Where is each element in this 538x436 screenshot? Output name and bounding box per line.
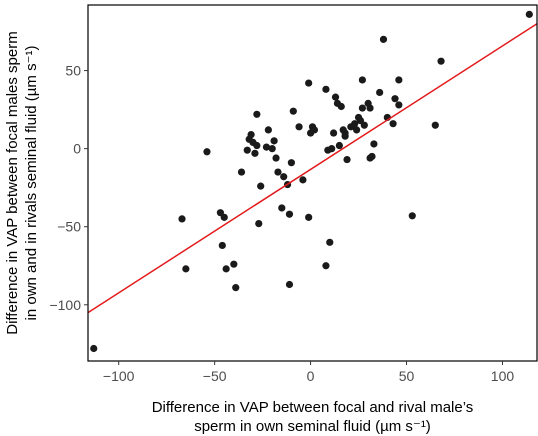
data-point <box>395 101 403 109</box>
data-point <box>262 143 271 151</box>
data-point <box>243 146 251 154</box>
y-axis-title-line-2: in own and in rivals seminal fluid (µm s… <box>23 46 40 321</box>
data-point <box>232 284 240 292</box>
data-point <box>360 121 368 129</box>
data-point <box>253 141 261 150</box>
data-point <box>330 129 338 137</box>
data-point <box>331 93 340 101</box>
data-point <box>272 154 280 162</box>
y-tick-label: 0 <box>73 141 81 157</box>
x-tick-label: 100 <box>491 368 515 384</box>
data-point <box>280 173 288 181</box>
data-point <box>408 212 416 220</box>
x-axis-ticks: −100 −50 0 50 100 <box>103 361 514 384</box>
plot-area <box>88 5 537 361</box>
x-axis-title-line-1: Difference in VAP between focal and riva… <box>152 399 474 416</box>
data-point <box>335 141 343 150</box>
data-point <box>366 104 374 112</box>
data-point <box>268 145 276 153</box>
data-point <box>278 204 286 212</box>
data-point <box>289 107 297 115</box>
data-point <box>90 344 98 353</box>
data-point <box>285 280 294 289</box>
y-axis-ticks: −100 −50 0 50 <box>49 63 88 313</box>
y-tick-label: −100 <box>49 297 81 313</box>
data-point <box>285 210 294 218</box>
data-point <box>220 213 228 221</box>
data-point <box>351 120 359 128</box>
data-point <box>270 137 278 145</box>
data-point <box>379 35 388 43</box>
data-point <box>391 95 399 103</box>
data-point <box>389 120 397 128</box>
x-tick-label: −50 <box>203 368 227 384</box>
data-point <box>368 152 376 161</box>
data-point <box>326 238 334 246</box>
data-point <box>353 126 361 134</box>
data-point <box>310 126 319 134</box>
data-point <box>337 102 345 111</box>
data-point <box>257 182 265 190</box>
data-point <box>247 130 255 139</box>
data-point <box>203 148 211 156</box>
plot-frame <box>87 4 538 362</box>
data-point <box>358 104 366 112</box>
data-point <box>525 10 533 18</box>
data-point <box>237 168 246 176</box>
data-point <box>222 265 230 273</box>
data-point <box>182 265 190 273</box>
data-point <box>431 121 439 129</box>
data-point <box>358 76 366 84</box>
y-tick-label: 50 <box>65 63 81 79</box>
data-point <box>328 145 336 153</box>
data-point <box>230 260 238 268</box>
data-point <box>251 149 259 157</box>
data-point <box>343 155 351 164</box>
y-axis-title-line-1: Difference in VAP between focal males sp… <box>4 31 21 335</box>
data-point <box>437 57 445 65</box>
data-point <box>274 168 282 176</box>
data-point <box>255 219 263 228</box>
data-point <box>305 213 313 221</box>
data-point <box>253 110 261 118</box>
x-tick-label: 0 <box>307 368 315 384</box>
y-tick-label: −50 <box>57 219 81 235</box>
data-point <box>305 79 313 87</box>
data-point <box>299 176 307 184</box>
data-point <box>376 88 384 97</box>
x-axis-title-line-2: sperm in own seminal fluid (µm s⁻¹) <box>194 418 431 435</box>
data-point <box>218 241 226 250</box>
x-tick-label: 50 <box>399 368 415 384</box>
data-point <box>370 140 378 148</box>
points-layer <box>90 10 533 353</box>
data-point <box>295 123 303 131</box>
data-point <box>178 215 186 223</box>
data-point <box>395 76 403 84</box>
data-point <box>322 262 330 270</box>
data-point <box>322 85 330 93</box>
x-tick-label: −100 <box>103 368 135 384</box>
data-point <box>341 132 349 140</box>
data-point <box>264 126 272 134</box>
regression-line <box>87 23 538 314</box>
data-point <box>287 159 295 167</box>
